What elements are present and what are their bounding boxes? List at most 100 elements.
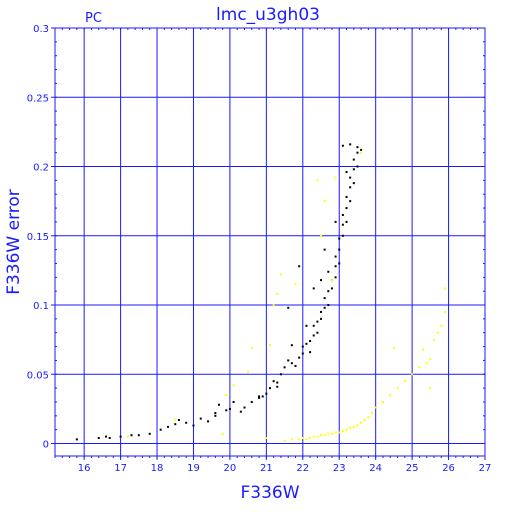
data-point-black xyxy=(341,213,344,216)
y-tick-label: 0.2 xyxy=(33,163,49,174)
data-point-yellow xyxy=(320,234,323,237)
data-point-yellow xyxy=(334,176,337,179)
data-point-black xyxy=(279,373,282,376)
data-point-yellow xyxy=(323,434,326,437)
data-point-yellow xyxy=(367,416,370,419)
data-point-yellow xyxy=(381,400,384,403)
data-point-yellow xyxy=(363,418,366,421)
data-point-black xyxy=(345,220,348,223)
x-tick-label: 16 xyxy=(78,463,91,474)
x-tick-label: 19 xyxy=(187,463,200,474)
data-point-black xyxy=(137,434,140,437)
data-point-black xyxy=(290,344,293,347)
data-point-black xyxy=(217,403,220,406)
data-point-black xyxy=(207,420,210,423)
data-point-black xyxy=(309,340,312,343)
data-point-black xyxy=(334,255,337,258)
y-tick-label: 0.1 xyxy=(33,301,49,312)
data-point-yellow xyxy=(360,151,363,154)
x-tick-label: 21 xyxy=(260,463,273,474)
data-point-yellow xyxy=(374,406,377,409)
data-point-black xyxy=(360,148,363,151)
x-tick-label: 18 xyxy=(151,463,164,474)
x-tick-label: 20 xyxy=(224,463,237,474)
data-point-black xyxy=(312,324,315,327)
data-point-yellow xyxy=(411,373,414,376)
data-point-black xyxy=(192,424,195,427)
data-point-black xyxy=(301,345,304,348)
data-point-black xyxy=(159,428,162,431)
data-point-yellow xyxy=(371,412,374,415)
data-point-black xyxy=(320,317,323,320)
data-point-black xyxy=(214,412,217,415)
data-point-black xyxy=(287,306,290,309)
y-tick-label: 0.3 xyxy=(33,24,49,35)
data-point-yellow xyxy=(338,431,341,434)
data-point-black xyxy=(320,279,323,282)
data-point-yellow xyxy=(301,436,304,439)
x-tick-label: 23 xyxy=(333,463,346,474)
data-point-black xyxy=(214,414,217,417)
data-point-yellow xyxy=(425,362,428,365)
data-point-yellow xyxy=(443,310,446,313)
data-point-yellow xyxy=(345,428,348,431)
data-point-black xyxy=(312,287,315,290)
data-point-yellow xyxy=(341,430,344,433)
data-point-black xyxy=(312,334,315,337)
data-point-black xyxy=(258,395,261,398)
data-point-black xyxy=(185,421,188,424)
data-point-black xyxy=(290,362,293,365)
x-tick-label: 22 xyxy=(296,463,309,474)
y-tick-label: 0 xyxy=(43,440,49,451)
y-axis-label: F336W error xyxy=(4,189,24,295)
y-axis-ticks: 0 0.05 0.1 0.15 0.2 0.25 0.3 xyxy=(27,24,485,451)
data-point-black xyxy=(261,395,264,398)
data-point-yellow xyxy=(330,432,333,435)
plot-frame xyxy=(54,27,486,457)
data-point-black xyxy=(298,265,301,268)
data-point-yellow xyxy=(440,324,443,327)
data-point-yellow xyxy=(298,438,301,441)
data-point-black xyxy=(199,417,202,420)
data-point-yellow xyxy=(418,366,421,369)
data-point-yellow xyxy=(305,438,308,441)
x-tick-label: 27 xyxy=(479,463,492,474)
data-point-black xyxy=(225,409,228,412)
data-point-yellow xyxy=(320,434,323,437)
data-point-yellow xyxy=(283,439,286,442)
data-point-black xyxy=(356,151,359,154)
data-point-yellow xyxy=(276,292,279,295)
data-point-yellow xyxy=(126,435,129,438)
x-tick-label: 17 xyxy=(114,463,127,474)
data-point-black xyxy=(294,364,297,367)
data-point-black xyxy=(105,435,108,438)
data-point-black xyxy=(316,331,319,334)
data-point-black xyxy=(97,436,100,439)
y-tick-label: 0.15 xyxy=(27,232,49,243)
data-point-black xyxy=(177,418,180,421)
data-point-black xyxy=(349,176,352,179)
data-point-black xyxy=(345,171,348,174)
data-point-yellow xyxy=(396,387,399,390)
data-point-black xyxy=(298,356,301,359)
data-point-black xyxy=(338,262,341,265)
data-point-yellow xyxy=(323,200,326,203)
data-point-black xyxy=(349,143,352,146)
data-point-yellow xyxy=(432,338,435,341)
data-point-yellow xyxy=(279,273,282,276)
data-point-yellow xyxy=(356,424,359,427)
data-point-black xyxy=(323,297,326,300)
data-point-black xyxy=(174,423,177,426)
data-point-black xyxy=(272,380,275,383)
chart-title: lmc_u3gh03 xyxy=(216,5,320,25)
data-point-black xyxy=(327,304,330,307)
data-point-yellow xyxy=(352,425,355,428)
data-point-black xyxy=(338,237,341,240)
y-tick-label: 0.05 xyxy=(27,370,49,381)
data-point-yellow xyxy=(269,344,271,347)
data-point-yellow xyxy=(290,438,293,441)
data-point-black xyxy=(341,144,344,147)
data-point-black xyxy=(352,182,355,185)
data-point-yellow xyxy=(312,435,315,438)
